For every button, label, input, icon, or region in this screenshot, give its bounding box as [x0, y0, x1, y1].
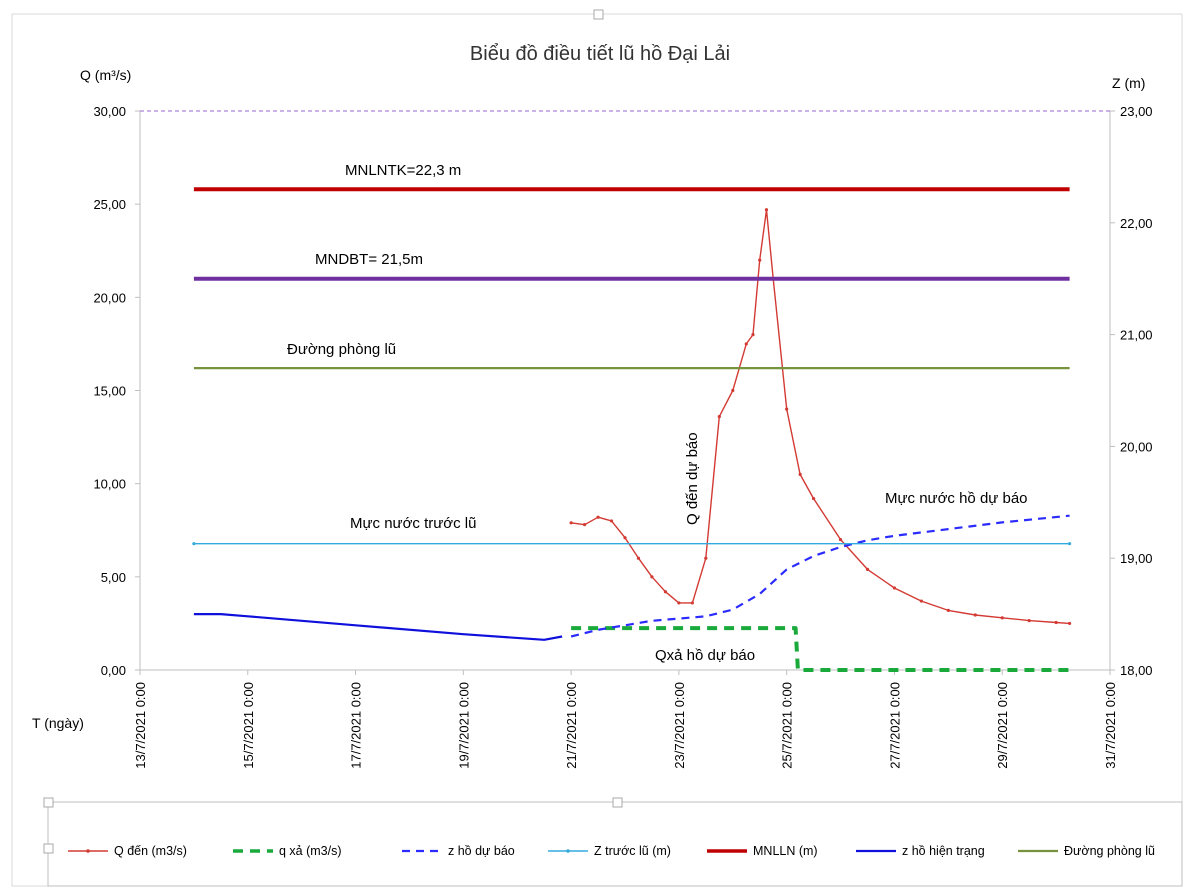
y-tick-label: 10,00: [93, 477, 126, 492]
x-tick-label: 23/7/2021 0:00: [672, 682, 687, 769]
series-point: [865, 567, 870, 571]
x-tick-label: 27/7/2021 0:00: [887, 682, 902, 769]
series-line: [571, 209, 1070, 625]
series-point: [609, 519, 614, 523]
legend-label: Z trước lũ (m): [594, 844, 671, 858]
annotation-q-xa: Qxả hồ dự báo: [655, 647, 755, 664]
series-point: [582, 523, 587, 527]
annotation-q-den: Q đến dự báo: [684, 432, 701, 525]
annotation-phong-lu: Đường phòng lũ: [287, 341, 396, 358]
x-tick-label: 15/7/2021 0:00: [241, 682, 256, 769]
annotation-truoc-lu: Mực nước trước lũ: [350, 515, 476, 532]
plot-area: 0,00 5,00 10,00 15,00 20,00 25,00 30,00 18,00 19…: [93, 104, 1152, 769]
y-axis-label: Q (m³/s): [80, 67, 131, 83]
series-point: [704, 556, 708, 560]
annotation-mndbt: MNDBT= 21,5m: [315, 251, 423, 268]
legend-label: MNLLN (m): [753, 844, 818, 858]
y-tick-label: 5,00: [101, 570, 126, 585]
legend-label: Q đến (m3/s): [114, 844, 187, 858]
series-point: [1027, 619, 1031, 623]
series-line: [571, 626, 1070, 672]
series-point: [812, 496, 816, 501]
series-point: [1000, 616, 1004, 620]
x-tick-label: 17/7/2021 0:00: [349, 682, 364, 769]
y-tick-label: 15,00: [93, 384, 126, 399]
series-point: [650, 575, 654, 579]
legend: Q đến (m3/s) q xả (m3/s) z hồ dự báo Z trướ…: [68, 844, 1155, 858]
series-point: [838, 537, 843, 542]
series-line: [193, 612, 563, 641]
legend-label: z hồ dự báo: [448, 844, 515, 858]
x-tick-label: 13/7/2021 0:00: [133, 682, 148, 769]
series-point: [751, 333, 755, 337]
series-point: [663, 590, 668, 594]
series-point: [973, 613, 977, 617]
series-point: [569, 521, 573, 525]
x-axis-label: T (ngày): [32, 715, 84, 731]
series-point: [764, 208, 769, 212]
legend-label: z hồ hiện trạng: [902, 844, 985, 858]
series-point: [946, 608, 950, 612]
annotation-muc-nuoc-ho: Mực nước hồ dự báo: [885, 490, 1028, 507]
legend-label: Đường phòng lũ: [1064, 844, 1155, 858]
x-tick-label: 29/7/2021 0:00: [995, 682, 1010, 769]
series-point: [677, 601, 681, 605]
series-point: [919, 599, 923, 603]
series-point: [785, 407, 789, 411]
legend-handle-top[interactable]: [612, 797, 623, 808]
y2-tick-label: 20,00: [1120, 439, 1153, 454]
y-tick-label: 0,00: [101, 663, 126, 678]
y2-tick-label: 22,00: [1120, 216, 1153, 231]
series-point: [1067, 542, 1072, 546]
series-point: [744, 342, 748, 346]
legend-label: q xả (m3/s): [279, 844, 342, 858]
series-point: [1067, 621, 1072, 626]
legend-swatch-dot: [566, 849, 570, 853]
series-point: [758, 258, 762, 262]
y2-tick-label: 19,00: [1120, 551, 1153, 566]
y2-axis-label: Z (m): [1112, 75, 1145, 91]
series-point: [690, 601, 694, 605]
legend-handle-left[interactable]: [43, 843, 54, 854]
y-tick-label: 20,00: [93, 290, 126, 305]
x-tick-label: 19/7/2021 0:00: [456, 682, 471, 769]
series-point: [192, 542, 196, 546]
series-point: [623, 536, 627, 540]
resize-handle-top[interactable]: [593, 9, 604, 20]
legend-handle-tl[interactable]: [43, 797, 54, 808]
series-line: [570, 514, 1070, 638]
y2-tick-label: 18,00: [1120, 663, 1153, 678]
chart-title: Biểu đồ điều tiết lũ hồ Đại Lải: [470, 43, 730, 65]
y2-tick-label: 23,00: [1120, 104, 1153, 119]
series-point: [636, 556, 641, 560]
y-tick-label: 30,00: [93, 104, 126, 119]
series-point: [731, 388, 735, 393]
annotation-mnlntk: MNLNTK=22,3 m: [345, 162, 461, 179]
x-tick-label: 31/7/2021 0:00: [1103, 682, 1118, 769]
series-point: [892, 586, 897, 590]
x-tick-label: 21/7/2021 0:00: [564, 682, 579, 769]
y2-tick-label: 21,00: [1120, 328, 1153, 343]
series-point: [1054, 620, 1058, 625]
legend-swatch-dot: [86, 849, 90, 853]
x-tick-label: 25/7/2021 0:00: [780, 682, 795, 769]
series-point: [596, 515, 600, 519]
series-point: [717, 414, 721, 419]
series-point: [798, 472, 802, 476]
y-tick-label: 25,00: [93, 197, 126, 212]
